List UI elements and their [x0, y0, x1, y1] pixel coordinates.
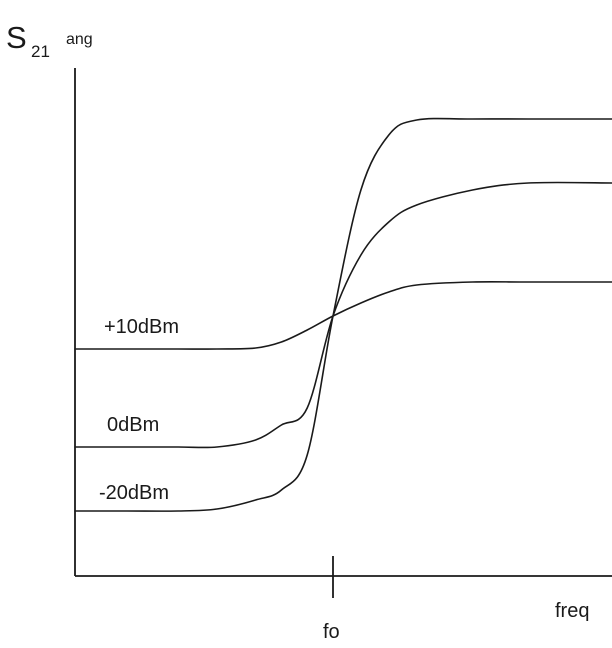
series-label-minus20dbm: -20dBm	[99, 482, 169, 504]
x-tick-label-fo: fo	[323, 621, 340, 643]
series-line-minus20dbm	[74, 117, 612, 512]
x-axis-label: freq	[555, 600, 589, 622]
series-group	[74, 117, 612, 512]
series-line-0dbm	[74, 181, 612, 449]
y-axis-label-sup: ang	[66, 31, 93, 48]
y-axis-label-sub: 21	[31, 42, 50, 61]
series-label-0dbm: 0dBm	[107, 414, 159, 436]
series-label-plus10dbm: +10dBm	[104, 316, 179, 338]
y-axis-label-main: S	[6, 20, 27, 55]
series-line-plus10dbm	[74, 280, 612, 350]
